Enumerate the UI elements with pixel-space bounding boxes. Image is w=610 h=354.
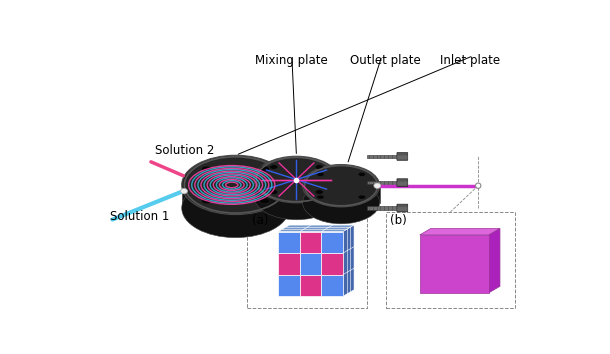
Text: (b): (b) [390,214,407,227]
Ellipse shape [182,178,290,238]
Bar [367,206,397,210]
Ellipse shape [374,183,381,188]
Bar [420,235,489,293]
Polygon shape [420,229,500,235]
Ellipse shape [259,198,270,204]
Ellipse shape [315,165,323,169]
Ellipse shape [303,182,379,224]
Ellipse shape [254,156,339,203]
Polygon shape [182,185,290,208]
Ellipse shape [303,165,379,207]
Ellipse shape [270,165,278,169]
Ellipse shape [315,190,323,194]
Ellipse shape [182,155,290,215]
Bar [386,212,515,308]
FancyBboxPatch shape [397,179,407,187]
Text: Outlet plate: Outlet plate [350,54,421,67]
FancyBboxPatch shape [397,207,407,211]
FancyBboxPatch shape [397,155,407,159]
Polygon shape [254,179,339,196]
Bar [300,232,321,253]
Bar [247,212,367,308]
Polygon shape [278,225,354,232]
Bar [300,275,321,296]
Bar [278,232,300,253]
Ellipse shape [201,198,212,204]
Polygon shape [489,229,500,293]
Bar [278,275,300,296]
Bar [321,275,343,296]
Polygon shape [303,186,379,202]
FancyBboxPatch shape [397,153,407,160]
Bar [300,253,321,275]
Bar [278,253,300,275]
Text: (a): (a) [252,214,268,227]
Ellipse shape [254,173,339,220]
Ellipse shape [358,195,365,199]
Text: Mixing plate: Mixing plate [256,54,328,67]
Ellipse shape [259,166,270,172]
FancyBboxPatch shape [397,204,407,212]
Ellipse shape [317,195,324,199]
Ellipse shape [358,172,365,176]
Text: Inlet plate: Inlet plate [440,54,500,67]
Bar [321,253,343,275]
Ellipse shape [475,183,481,188]
Ellipse shape [270,190,278,194]
Polygon shape [343,225,354,296]
Text: Solution 1: Solution 1 [110,210,170,223]
FancyBboxPatch shape [397,182,407,185]
Bar [321,232,343,253]
Ellipse shape [201,166,212,172]
Ellipse shape [181,188,187,194]
Bar [367,155,397,158]
Ellipse shape [317,172,324,176]
Text: Solution 2: Solution 2 [155,144,214,157]
Bar [367,181,397,184]
